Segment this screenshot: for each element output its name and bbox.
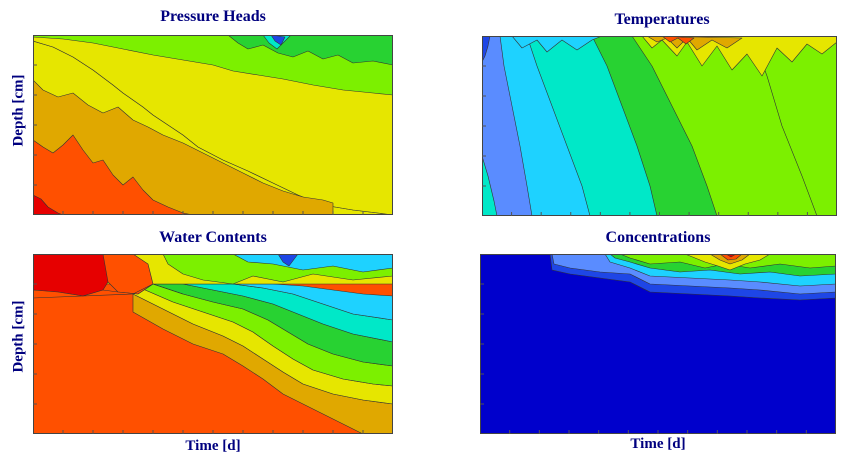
band-level-8 xyxy=(641,36,837,77)
band-level-top-3 xyxy=(270,35,286,46)
x-axis-label-water-contents: Time [d] xyxy=(185,438,241,454)
band-level-7 xyxy=(751,36,837,216)
band-level-5 xyxy=(482,36,533,216)
x-axis-label-concentrations: Time [d] xyxy=(630,436,686,452)
panel-title-water-contents: Water Contents xyxy=(159,229,267,246)
band-level-3 xyxy=(33,36,393,215)
band-level-6 xyxy=(482,155,498,216)
contour-plot-temperatures xyxy=(482,36,837,216)
band-level-5 xyxy=(33,134,194,215)
contour-plot-pressure-heads xyxy=(33,35,393,215)
panel-title-pressure-heads: Pressure Heads xyxy=(160,8,266,25)
panel-title-concentrations: Concentrations xyxy=(605,229,711,246)
band-level-10 xyxy=(33,283,184,299)
y-axis-label-water-contents: Depth [cm] xyxy=(10,300,27,373)
contour-plot-concentrations xyxy=(480,254,836,434)
band-level-cold xyxy=(482,36,491,63)
band-level-10 xyxy=(661,36,695,45)
contour-plot-water-contents xyxy=(33,254,393,434)
panel-title-temperatures: Temperatures xyxy=(614,11,710,28)
y-axis-label-pressure-heads: Depth [cm] xyxy=(10,74,27,147)
band-level-top-blue xyxy=(232,254,393,273)
band-level-top-red xyxy=(33,254,114,297)
band-level-top-mix xyxy=(511,36,603,53)
band-level-6 xyxy=(33,194,64,215)
band-level-top-dark xyxy=(277,254,299,267)
band-level-7 xyxy=(232,283,393,321)
